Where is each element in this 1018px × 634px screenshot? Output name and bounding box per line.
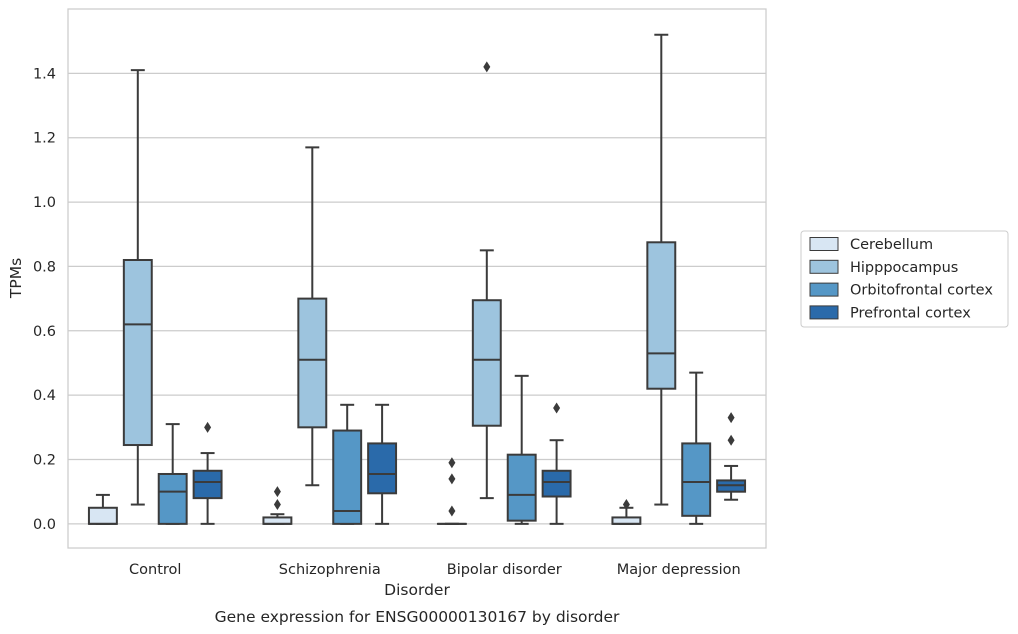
y-tick-label: 1.2 (33, 131, 56, 147)
box-hipppocampus (471, 61, 502, 500)
box-orbitofrontal-cortex (681, 371, 712, 525)
y-axis-title: TPMs (7, 258, 25, 299)
box-orbitofrontal-cortex (157, 423, 188, 525)
legend-swatch (809, 305, 839, 320)
y-tick-label: 0.2 (33, 453, 56, 469)
box-cerebellum (87, 493, 118, 525)
box-body (157, 472, 188, 525)
outlier-point (483, 61, 491, 73)
x-tick-label: Major depression (617, 562, 741, 578)
box-prefrontal-cortex (192, 421, 223, 525)
box-body (192, 469, 223, 500)
box-body (541, 469, 572, 498)
box-body (646, 241, 677, 390)
y-tick-label: 1.0 (33, 195, 56, 211)
box-hipppocampus (122, 69, 153, 506)
x-tick-label: Schizophrenia (279, 562, 381, 578)
legend-swatch (809, 282, 839, 297)
box-body (297, 297, 328, 429)
outlier-point (273, 486, 281, 498)
gridlines (68, 72, 766, 525)
x-axis-title: Disorder (384, 581, 450, 599)
box-body (506, 453, 537, 522)
box-hipppocampus (297, 146, 328, 487)
x-axis-ticks: Control Schizophrenia Bipolar disorder Majo… (129, 562, 741, 578)
box-cerebellum (262, 486, 293, 525)
outlier-point (622, 499, 630, 511)
legend-label: Prefrontal cortex (850, 305, 971, 321)
outlier-point (448, 505, 456, 517)
x-tick-label: Bipolar disorder (447, 562, 562, 578)
box-body (332, 429, 363, 525)
legend: Cerebellum Hipppocampus Orbitofrontal cort… (800, 230, 1009, 328)
box-body (87, 506, 118, 525)
outlier-point (727, 412, 735, 424)
outlier-point (448, 473, 456, 485)
legend-swatch (809, 259, 839, 274)
box-prefrontal-cortex (716, 412, 747, 501)
y-axis-ticks: 0.0 0.2 0.4 0.6 0.8 1.0 1.2 1.4 (33, 66, 56, 533)
outlier-point (727, 434, 735, 446)
y-tick-label: 1.4 (33, 66, 56, 82)
legend-swatch (809, 237, 839, 251)
x-tick-label: Control (129, 562, 181, 578)
box-cerebellum (611, 499, 642, 525)
y-tick-label: 0.6 (33, 324, 56, 340)
legend-label: Orbitofrontal cortex (850, 283, 993, 299)
legend-frame (800, 230, 1009, 328)
box-prefrontal-cortex (541, 402, 572, 525)
box-cerebellum (436, 457, 467, 525)
y-tick-label: 0.8 (33, 259, 56, 275)
boxes (87, 33, 747, 525)
legend-label: Cerebellum (850, 237, 933, 253)
box-body (122, 258, 153, 447)
outlier-point (273, 499, 281, 511)
outlier-point (448, 457, 456, 469)
plot-frame (67, 8, 767, 549)
box-body (471, 299, 502, 427)
box-orbitofrontal-cortex (332, 403, 363, 525)
box-prefrontal-cortex (367, 403, 398, 525)
box-hipppocampus (646, 33, 677, 506)
outlier-point (204, 421, 212, 433)
legend-label: Hipppocampus (850, 260, 958, 276)
box-body (367, 442, 398, 495)
box-orbitofrontal-cortex (506, 374, 537, 525)
y-tick-label: 0.0 (33, 517, 56, 533)
outlier-point (553, 402, 561, 414)
y-tick-label: 0.4 (33, 388, 56, 404)
chart-title: Gene expression for ENSG00000130167 by d… (215, 608, 620, 626)
box-body (681, 442, 712, 517)
